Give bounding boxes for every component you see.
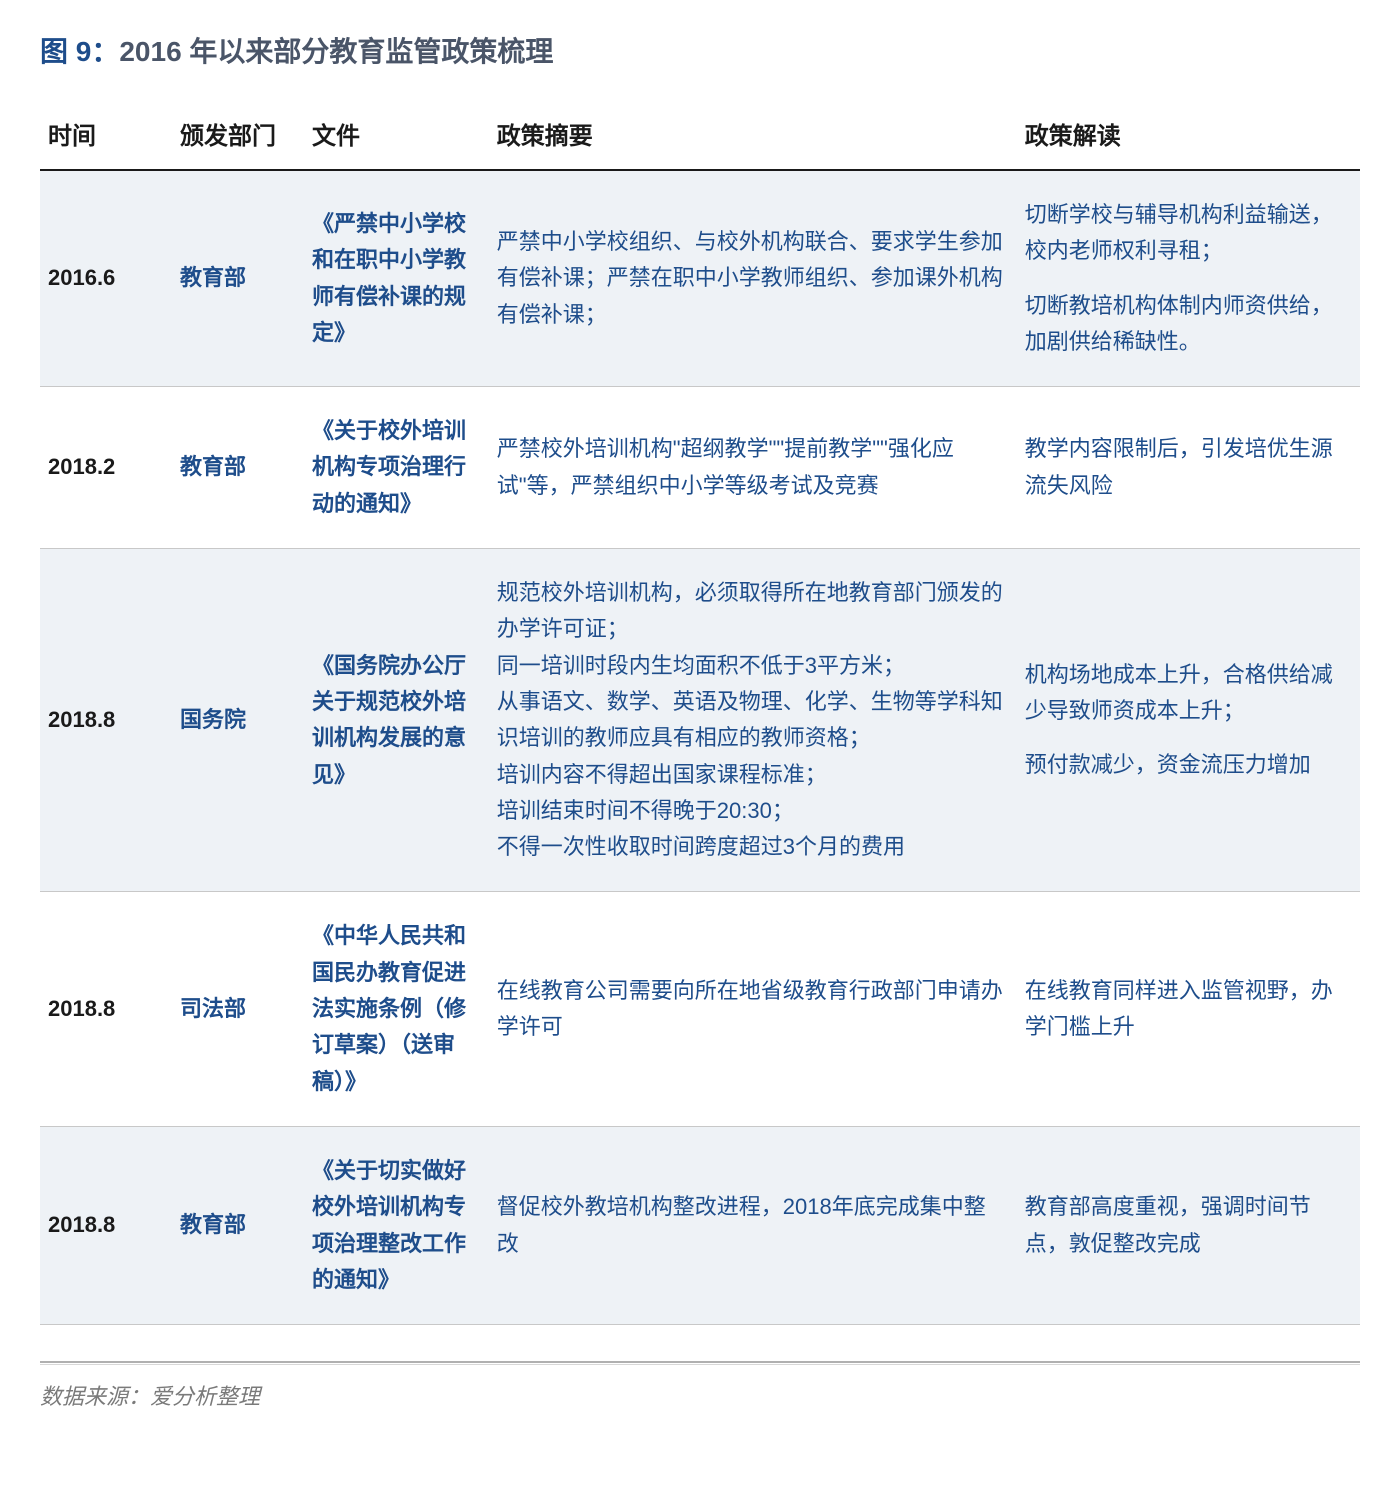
cell-doc: 《关于校外培训机构专项治理行动的通知》 [304, 387, 489, 549]
cell-analysis: 教育部高度重视，强调时间节点，敦促整改完成 [1017, 1126, 1360, 1324]
cell-summary: 严禁校外培训机构"超纲教学""提前教学""强化应试"等，严禁组织中小学等级考试及… [489, 387, 1017, 549]
cell-summary: 在线教育公司需要向所在地省级教育行政部门申请办学许可 [489, 892, 1017, 1126]
cell-doc: 《中华人民共和国民办教育促进法实施条例（修订草案）（送审稿）》 [304, 892, 489, 1126]
figure-title: 图 9：2016 年以来部分教育监管政策梳理 [40, 30, 1360, 70]
table-row: 2018.2教育部《关于校外培训机构专项治理行动的通知》严禁校外培训机构"超纲教… [40, 387, 1360, 549]
cell-analysis: 切断学校与辅导机构利益输送，校内老师权利寻租；切断教培机构体制内师资供给，加剧供… [1017, 170, 1360, 387]
table-row: 2018.8国务院《国务院办公厅关于规范校外培训机构发展的意见》规范校外培训机构… [40, 549, 1360, 892]
data-source: 数据来源：爱分析整理 [40, 1379, 1360, 1411]
cell-dept: 教育部 [172, 170, 304, 387]
cell-analysis: 机构场地成本上升，合格供给减少导致师资成本上升；预付款减少，资金流压力增加 [1017, 549, 1360, 892]
cell-dept: 教育部 [172, 1126, 304, 1324]
col-header-dept: 颁发部门 [172, 98, 304, 170]
figure-title-prefix: 图 9： [40, 36, 119, 67]
cell-analysis: 在线教育同样进入监管视野，办学门槛上升 [1017, 892, 1360, 1126]
cell-dept: 司法部 [172, 892, 304, 1126]
figure-title-text: 2016 年以来部分教育监管政策梳理 [119, 36, 553, 67]
cell-dept: 国务院 [172, 549, 304, 892]
col-header-doc: 文件 [304, 98, 489, 170]
col-header-summary: 政策摘要 [489, 98, 1017, 170]
table-header-row: 时间 颁发部门 文件 政策摘要 政策解读 [40, 98, 1360, 170]
cell-time: 2016.6 [40, 170, 172, 387]
table-row: 2018.8教育部《关于切实做好校外培训机构专项治理整改工作的通知》督促校外教培… [40, 1126, 1360, 1324]
cell-doc: 《国务院办公厅关于规范校外培训机构发展的意见》 [304, 549, 489, 892]
table-row: 2016.6教育部《严禁中小学校和在职中小学教师有偿补课的规定》严禁中小学校组织… [40, 170, 1360, 387]
cell-summary: 严禁中小学校组织、与校外机构联合、要求学生参加有偿补课；严禁在职中小学教师组织、… [489, 170, 1017, 387]
cell-doc: 《严禁中小学校和在职中小学教师有偿补课的规定》 [304, 170, 489, 387]
footer-divider [40, 1361, 1360, 1365]
table-row: 2018.8司法部《中华人民共和国民办教育促进法实施条例（修订草案）（送审稿）》… [40, 892, 1360, 1126]
cell-analysis: 教学内容限制后，引发培优生源流失风险 [1017, 387, 1360, 549]
cell-time: 2018.8 [40, 892, 172, 1126]
cell-time: 2018.2 [40, 387, 172, 549]
cell-doc: 《关于切实做好校外培训机构专项治理整改工作的通知》 [304, 1126, 489, 1324]
cell-summary: 规范校外培训机构，必须取得所在地教育部门颁发的办学许可证；同一培训时段内生均面积… [489, 549, 1017, 892]
policy-table: 时间 颁发部门 文件 政策摘要 政策解读 2016.6教育部《严禁中小学校和在职… [40, 98, 1360, 1325]
cell-time: 2018.8 [40, 549, 172, 892]
col-header-analysis: 政策解读 [1017, 98, 1360, 170]
cell-time: 2018.8 [40, 1126, 172, 1324]
col-header-time: 时间 [40, 98, 172, 170]
cell-summary: 督促校外教培机构整改进程，2018年底完成集中整改 [489, 1126, 1017, 1324]
cell-dept: 教育部 [172, 387, 304, 549]
